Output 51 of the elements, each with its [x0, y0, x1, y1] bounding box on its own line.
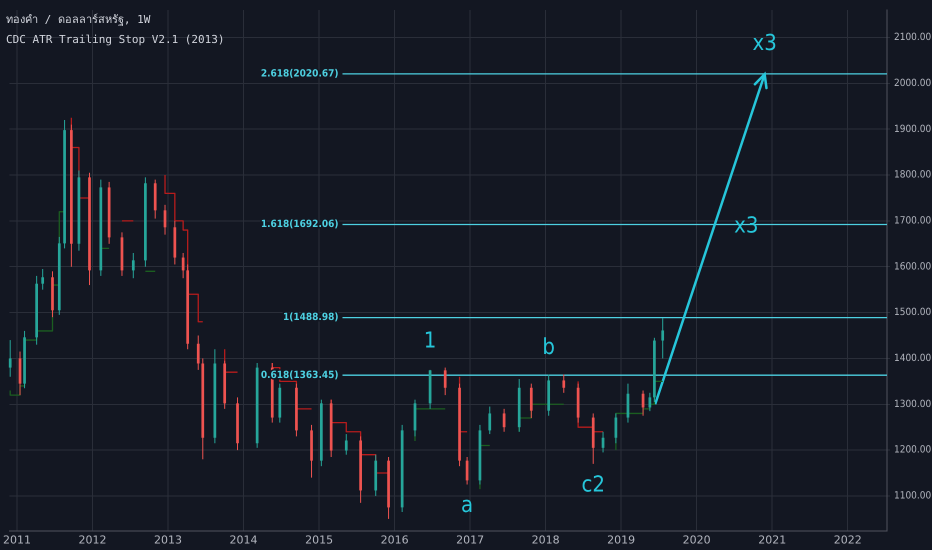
- x-tick-label: 2021: [758, 533, 786, 546]
- x-tick-label: 2012: [78, 533, 107, 546]
- candlestick: [530, 383, 533, 419]
- ref-line-label: 1.618(1692.06): [260, 219, 338, 230]
- annotation: c2: [581, 472, 605, 498]
- y-tick-label: 1200.00: [894, 444, 932, 456]
- annotation: x3: [752, 30, 777, 56]
- candlestick: [648, 392, 652, 412]
- x-tick-label: 2017: [456, 533, 484, 546]
- y-tick-label: 1500.00: [894, 307, 932, 318]
- y-tick-label: 1800.00: [894, 170, 932, 181]
- candlestick: [8, 340, 12, 378]
- candlestick: [502, 408, 506, 432]
- y-tick-label: 1400.00: [894, 353, 932, 364]
- candlestick: [466, 456, 468, 485]
- y-tick-label: 1100.00: [894, 490, 932, 502]
- x-tick-label: 2022: [834, 533, 862, 546]
- x-tick-label: 2018: [532, 533, 560, 546]
- candlestick: [642, 390, 644, 416]
- candlestick: [132, 252, 135, 279]
- candlestick: [562, 374, 566, 394]
- ref-line-label: 2.618(2020.67): [260, 68, 338, 80]
- candlestick: [182, 252, 185, 279]
- x-tick-label: 2019: [607, 533, 636, 546]
- candlestick: [164, 204, 166, 236]
- annotation: 1: [424, 328, 436, 354]
- candlestick: [444, 367, 447, 396]
- y-tick-label: 2000.00: [894, 78, 932, 89]
- y-tick-label: 1600.00: [894, 261, 932, 272]
- candlestick: [602, 431, 604, 453]
- chart-title: ทองคำ / ดอลลาร์สหรัฐ, 1W: [6, 12, 152, 28]
- candlestick: [626, 383, 630, 424]
- y-tick-label: 1300.00: [894, 398, 932, 410]
- candlestick: [614, 412, 618, 444]
- x-tick-label: 2016: [380, 533, 409, 546]
- x-tick-label: 2014: [230, 533, 258, 546]
- y-tick-label: 1900.00: [894, 124, 932, 135]
- annotation: b: [542, 335, 555, 360]
- candlestick: [661, 318, 664, 359]
- x-tick-label: 2020: [682, 533, 711, 546]
- x-tick-label: 2013: [154, 533, 182, 546]
- y-tick-label: 1700.00: [894, 215, 932, 226]
- annotation: a: [461, 493, 474, 518]
- ref-line-label: 1(1488.98): [283, 312, 338, 324]
- candlestick: [196, 335, 200, 370]
- x-tick-label: 2015: [305, 533, 334, 546]
- x-tick-label: 2011: [2, 533, 31, 546]
- text: CDC ATR Trailing Stop V2.1 (2013): [6, 32, 225, 48]
- candlestick: [488, 406, 492, 435]
- y-tick-label: 2100.00: [894, 32, 932, 44]
- candlestick: [344, 434, 348, 456]
